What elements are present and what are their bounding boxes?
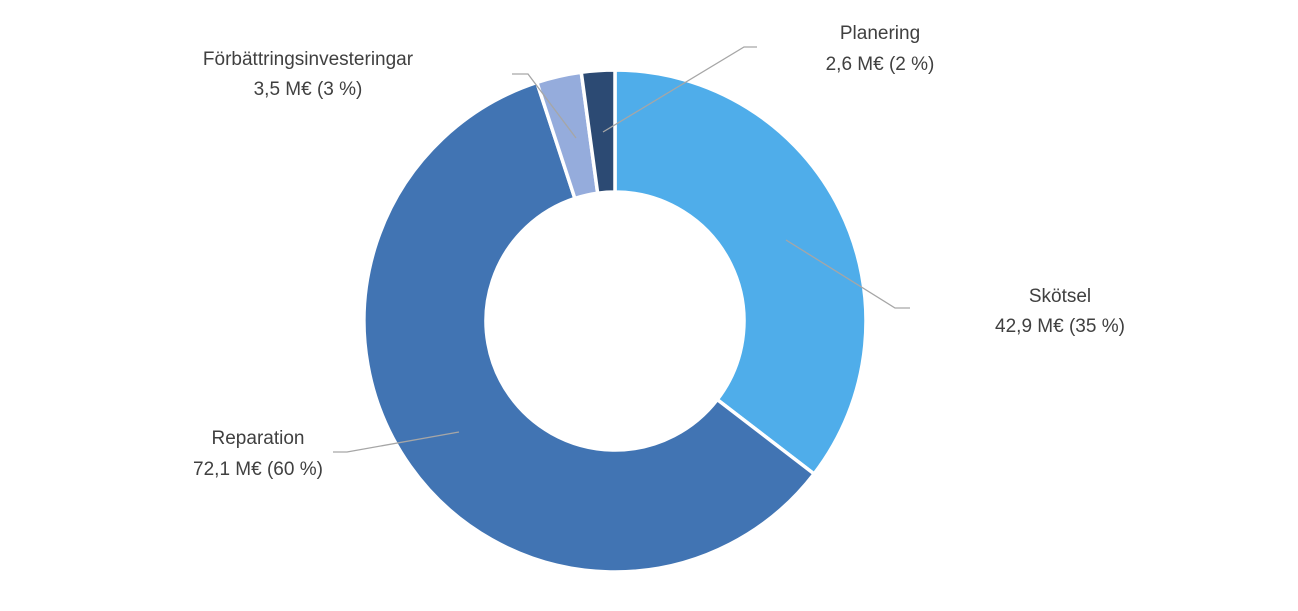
- donut-slice-4: [579, 68, 617, 196]
- donut-slice-1: [613, 68, 868, 477]
- slice-name-label-2: Reparation: [212, 428, 305, 449]
- slice-value-label-4: 2,6 M€ (2 %): [826, 54, 935, 75]
- leader-line-4: [602, 46, 757, 133]
- slice-name-label-4: Planering: [840, 23, 920, 44]
- donut-slice-2: [362, 80, 817, 574]
- slice-value-label-1: 42,9 M€ (35 %): [995, 316, 1125, 337]
- slice-value-label-3: 3,5 M€ (3 %): [254, 79, 363, 100]
- leader-line-1: [785, 239, 910, 309]
- leader-line-3: [512, 73, 577, 139]
- slice-value-label-2: 72,1 M€ (60 %): [193, 459, 323, 480]
- slice-name-label-1: Skötsel: [1029, 286, 1091, 307]
- slice-name-label-3: Förbättringsinvesteringar: [203, 49, 414, 70]
- leader-line-2: [333, 431, 460, 453]
